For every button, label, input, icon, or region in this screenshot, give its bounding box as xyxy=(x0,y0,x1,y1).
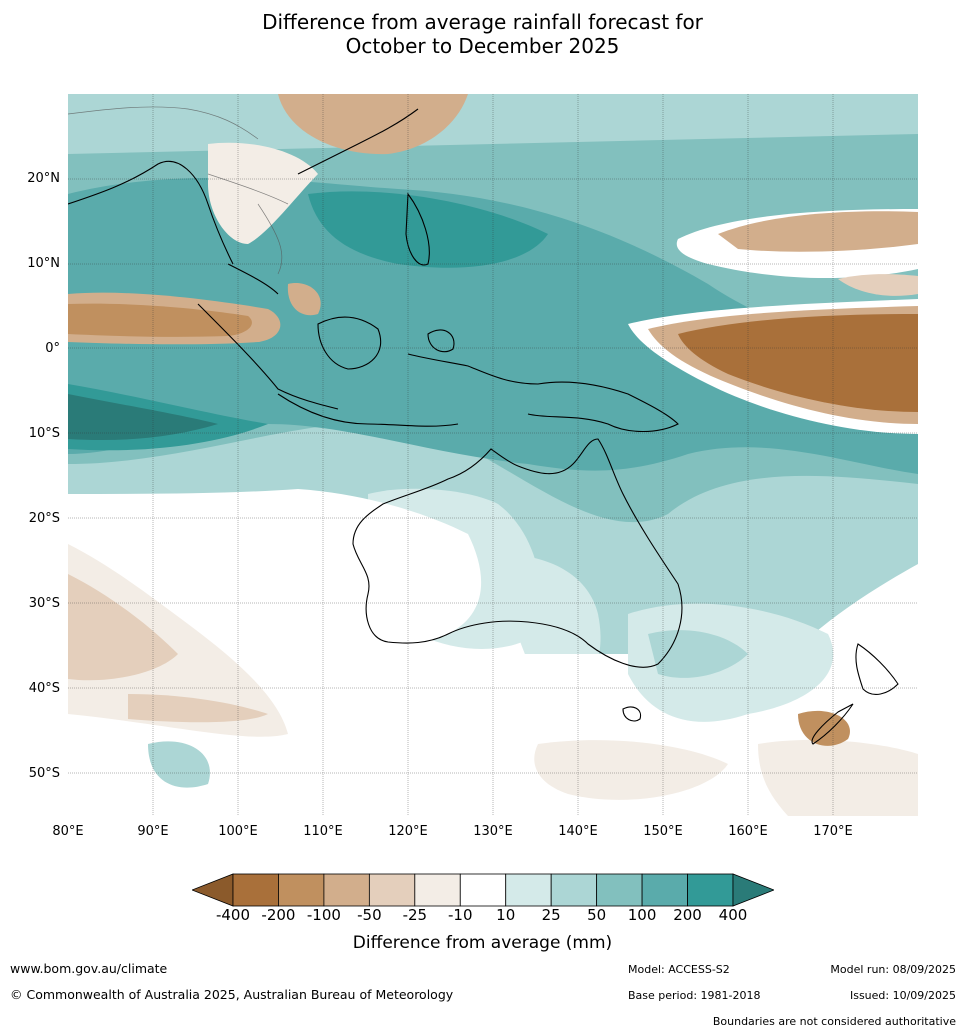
issued-text: Issued: 10/09/2025 xyxy=(849,989,956,1002)
legend-tick: -25 xyxy=(402,906,428,924)
lon-label-90e: 90°E xyxy=(137,824,169,839)
legend-swatch xyxy=(550,873,598,907)
legend-swatch xyxy=(687,873,734,907)
legend-tick: 50 xyxy=(587,906,607,924)
map-canvas xyxy=(68,94,918,816)
lon-label-170e: 170°E xyxy=(813,824,853,839)
legend-swatch xyxy=(232,873,279,907)
lon-label-110e: 110°E xyxy=(303,824,343,839)
lon-label-130e: 130°E xyxy=(473,824,513,839)
lat-label-30s: 30°S xyxy=(28,596,60,611)
legend-tick: 10 xyxy=(496,906,516,924)
legend-tick: -200 xyxy=(261,906,296,924)
legend-swatch xyxy=(596,873,643,907)
lon-label-80e: 80°E xyxy=(52,824,84,839)
legend-tick: 100 xyxy=(627,906,657,924)
lat-label-20s: 20°S xyxy=(28,511,60,526)
legend-tick: -100 xyxy=(306,906,341,924)
lon-label-120e: 120°E xyxy=(388,824,428,839)
legend-tick: 200 xyxy=(673,906,702,924)
lat-label-20n: 20°N xyxy=(27,171,60,186)
legend-swatch-max xyxy=(732,873,774,907)
legend-swatch xyxy=(505,873,552,907)
disclaimer-text: Boundaries are not considered authoritat… xyxy=(712,1015,956,1028)
title-line-1: Difference from average rainfall forecas… xyxy=(262,10,703,34)
map-title: Difference from average rainfall forecas… xyxy=(0,10,965,58)
lat-label-0: 0° xyxy=(45,341,60,356)
lat-label-10s: 10°S xyxy=(28,426,60,441)
lon-label-140e: 140°E xyxy=(558,824,598,839)
legend-swatch xyxy=(278,873,325,907)
lat-label-40s: 40°S xyxy=(28,681,60,696)
legend-tick: -400 xyxy=(215,906,251,924)
graticule xyxy=(68,94,918,816)
legend-tick: 25 xyxy=(541,906,561,924)
legend-colorbar xyxy=(192,873,774,907)
base-period-text: Base period: 1981-2018 xyxy=(628,989,761,1002)
legend-tick: -50 xyxy=(357,906,382,924)
legend-swatch xyxy=(368,873,416,907)
title-line-2: October to December 2025 xyxy=(345,34,620,58)
legend-swatch xyxy=(323,873,370,907)
legend-swatch xyxy=(459,873,507,907)
legend-swatch xyxy=(641,873,688,907)
lat-label-50s: 50°S xyxy=(28,766,60,781)
legend-tick: -10 xyxy=(448,906,473,924)
rainfall-map xyxy=(68,94,918,816)
legend-tick: 400 xyxy=(718,906,748,924)
lon-label-100e: 100°E xyxy=(218,824,258,839)
copyright-text: © Commonwealth of Australia 2025, Austra… xyxy=(10,987,454,1002)
lon-label-150e: 150°E xyxy=(643,824,683,839)
legend-swatch-min xyxy=(192,873,234,907)
website-link[interactable]: www.bom.gov.au/climate xyxy=(10,961,168,976)
legend-swatch xyxy=(414,873,461,907)
lat-label-10n: 10°N xyxy=(27,256,60,271)
legend-title: Difference from average (mm) xyxy=(352,933,613,953)
model-run-text: Model run: 08/09/2025 xyxy=(830,963,956,976)
model-text: Model: ACCESS-S2 xyxy=(628,963,730,976)
lon-label-160e: 160°E xyxy=(728,824,768,839)
